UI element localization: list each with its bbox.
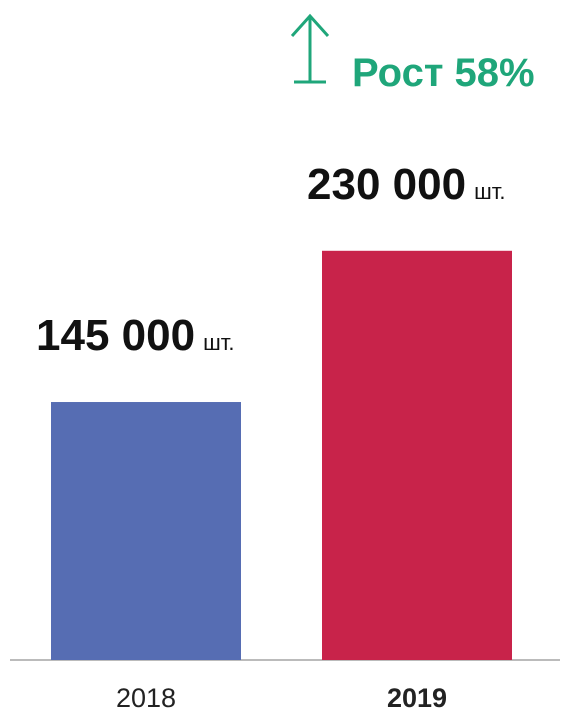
value-unit: шт.	[474, 179, 505, 204]
x-tick-label: 2019	[387, 683, 447, 713]
value-label: 145 000 шт.	[36, 311, 234, 360]
value-number: 145 000	[36, 311, 195, 360]
bar	[322, 250, 512, 660]
growth-annotation: Рост 58%	[352, 51, 535, 95]
bar	[51, 402, 241, 660]
value-label: 230 000 шт.	[307, 160, 505, 209]
value-number: 230 000	[307, 160, 466, 209]
x-tick-label: 2018	[116, 683, 176, 713]
value-unit: шт.	[203, 330, 234, 355]
growth-arrow	[290, 13, 330, 84]
